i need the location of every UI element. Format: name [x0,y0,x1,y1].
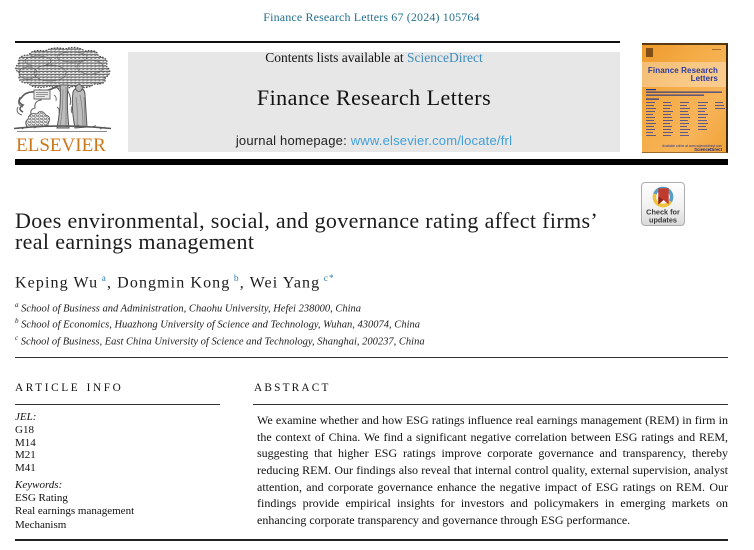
svg-text:Check for: Check for [646,208,680,217]
svg-text:updates: updates [649,216,677,225]
svg-text:ELSEVIER: ELSEVIER [16,135,106,156]
